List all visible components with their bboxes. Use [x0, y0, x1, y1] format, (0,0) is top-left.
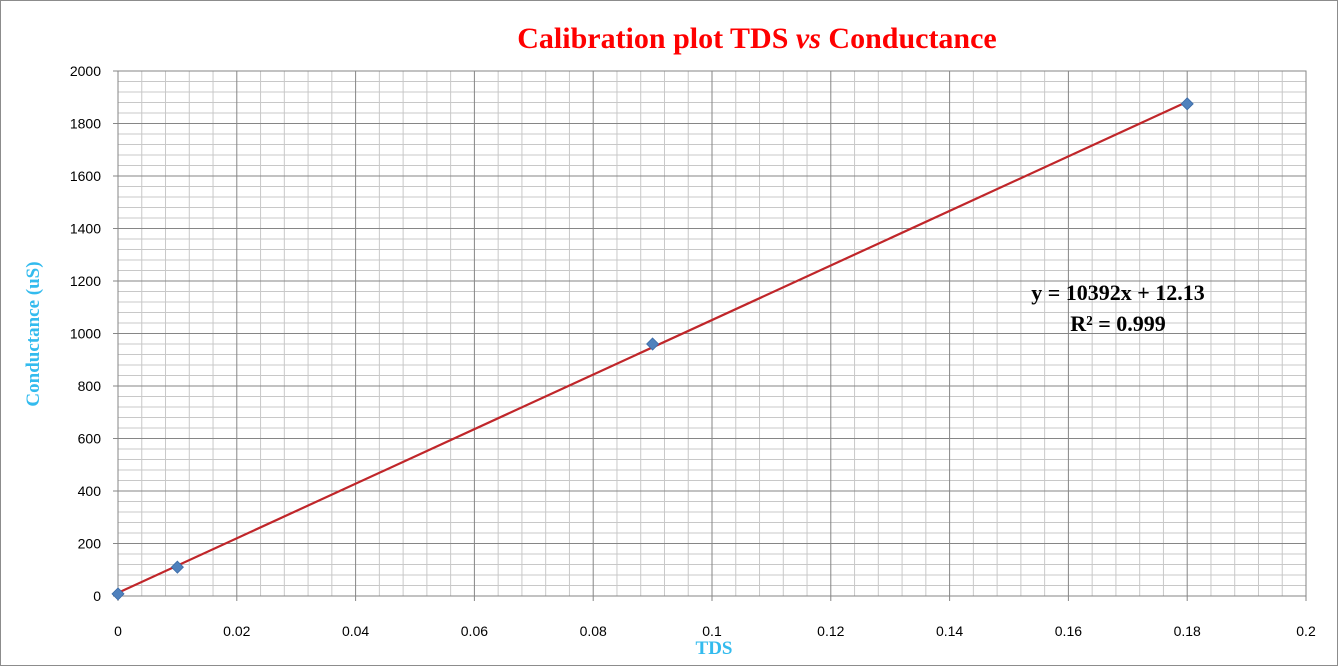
- x-tick-label: 0.06: [461, 623, 488, 639]
- y-tick-label: 1400: [70, 221, 101, 237]
- y-tick-label: 600: [78, 431, 102, 447]
- y-tick-label: 1000: [70, 326, 101, 342]
- y-axis-ticks: 0 200 400 600 800 1000 1200 1400 1600 1800 2000: [70, 63, 118, 604]
- x-tick-label: 0.08: [580, 623, 607, 639]
- x-tick-label: 0.14: [936, 623, 963, 639]
- y-tick-label: 200: [78, 536, 102, 552]
- x-tick-label: 0.2: [1296, 623, 1316, 639]
- data-point-marker: [111, 587, 125, 601]
- x-tick-label: 0.1: [702, 623, 722, 639]
- x-tick-label: 0.18: [1174, 623, 1201, 639]
- y-tick-label: 1800: [70, 116, 101, 132]
- x-axis-ticks: 0 0.02 0.04 0.06 0.08 0.1 0.12 0.14 0.16 0.18 0.2: [114, 596, 1316, 639]
- y-tick-label: 1600: [70, 168, 101, 184]
- chart-title: Calibration plot TDS vs Conductance: [517, 22, 997, 55]
- x-tick-label: 0.04: [342, 623, 369, 639]
- x-axis-title: TDS: [696, 638, 733, 659]
- data-markers: [111, 97, 1194, 601]
- x-tick-label: 0.02: [223, 623, 250, 639]
- data-point-marker: [646, 337, 660, 351]
- y-tick-label: 1200: [70, 273, 101, 289]
- data-point-marker: [170, 560, 184, 574]
- data-point-marker: [1180, 97, 1194, 111]
- x-tick-label: 0: [114, 623, 122, 639]
- y-tick-label: 800: [78, 378, 102, 394]
- x-tick-label: 0.12: [817, 623, 844, 639]
- trendline-equation: y = 10392x + 12.13: [1031, 280, 1205, 305]
- y-tick-label: 2000: [70, 63, 101, 79]
- y-axis-title: Conductance (uS): [23, 261, 44, 406]
- x-tick-label: 0.16: [1055, 623, 1082, 639]
- y-tick-label: 400: [78, 483, 102, 499]
- y-tick-label: 0: [93, 588, 101, 604]
- r-squared-label: R² = 0.999: [1070, 311, 1166, 336]
